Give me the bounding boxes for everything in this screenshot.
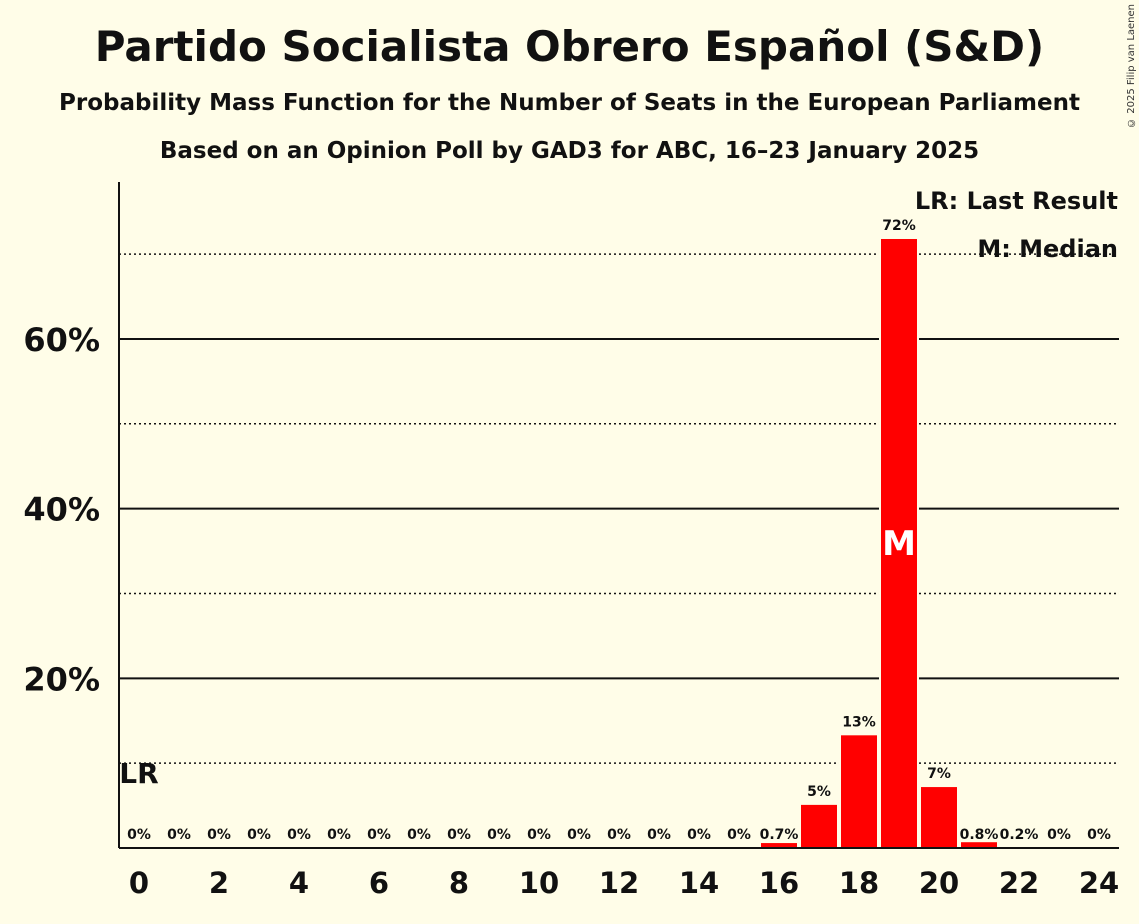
x-tick-label: 4 [289, 866, 309, 900]
bars [759, 236, 1039, 850]
x-tick-label: 0 [129, 866, 149, 900]
bar-17 [799, 802, 839, 850]
y-tick-label: 20% [23, 660, 100, 698]
bar-label-18: 13% [842, 714, 876, 730]
bar-labels: 0% 0% 0% 0% 0% 0% 0% 0% 0% 0% 0% 0% 0% 0% 0% 0% 0.7% 5% 13… [127, 218, 1111, 843]
x-tick-label: 8 [449, 866, 469, 900]
bar-20 [919, 785, 959, 849]
last-result-marker: LR [119, 757, 158, 790]
x-tick-label: 22 [999, 866, 1039, 900]
x-tick-labels: 0 2 4 6 8 10 12 14 16 18 20 22 24 [129, 866, 1119, 900]
bar-label-14: 0% [687, 827, 711, 843]
bar-label-15: 0% [727, 827, 751, 843]
bar-label-8: 0% [447, 827, 471, 843]
bar-18 [839, 733, 879, 849]
gridlines [119, 253, 1119, 764]
bar-label-9: 0% [487, 827, 511, 843]
bar-label-21: 0.8% [960, 827, 999, 843]
bar-label-5: 0% [327, 827, 351, 843]
y-tick-label: 40% [23, 491, 100, 529]
legend-median: M: Median [977, 235, 1118, 263]
bar-label-16: 0.7% [760, 827, 799, 843]
x-tick-label: 24 [1079, 866, 1119, 900]
legend: LR: Last Result M: Median [915, 187, 1118, 263]
x-tick-label: 16 [759, 866, 799, 900]
bar-label-1: 0% [167, 827, 191, 843]
bar-label-4: 0% [287, 827, 311, 843]
chart-subtitle: Probability Mass Function for the Number… [59, 90, 1080, 116]
bar-label-3: 0% [247, 827, 271, 843]
y-tick-labels: 20% 40% 60% [23, 321, 100, 698]
bar-label-20: 7% [927, 766, 951, 782]
bar-label-0: 0% [127, 827, 151, 843]
bar-label-6: 0% [367, 827, 391, 843]
x-tick-label: 12 [599, 866, 639, 900]
median-marker: M [882, 524, 916, 564]
bar-label-19: 72% [882, 218, 916, 234]
x-tick-label: 20 [919, 866, 959, 900]
x-tick-label: 18 [839, 866, 879, 900]
bar-label-23: 0% [1047, 827, 1071, 843]
bar-label-13: 0% [647, 827, 671, 843]
axes [118, 182, 1119, 849]
y-tick-label: 60% [23, 321, 100, 359]
bar-label-7: 0% [407, 827, 431, 843]
legend-last-result: LR: Last Result [915, 187, 1118, 215]
bar-label-12: 0% [607, 827, 631, 843]
bar-label-11: 0% [567, 827, 591, 843]
markers: LR M [119, 524, 916, 790]
x-tick-label: 2 [209, 866, 229, 900]
bar-label-17: 5% [807, 784, 831, 800]
bar-label-2: 0% [207, 827, 231, 843]
chart-source: Based on an Opinion Poll by GAD3 for ABC… [159, 138, 980, 164]
x-tick-label: 10 [519, 866, 559, 900]
bar-label-22: 0.2% [1000, 827, 1039, 843]
x-tick-label: 14 [679, 866, 719, 900]
bar-label-10: 0% [527, 827, 551, 843]
bar-19 [879, 236, 919, 849]
x-tick-label: 6 [369, 866, 389, 900]
chart-title: Partido Socialista Obrero Español (S&D) [94, 22, 1045, 71]
bar-label-24: 0% [1087, 827, 1111, 843]
